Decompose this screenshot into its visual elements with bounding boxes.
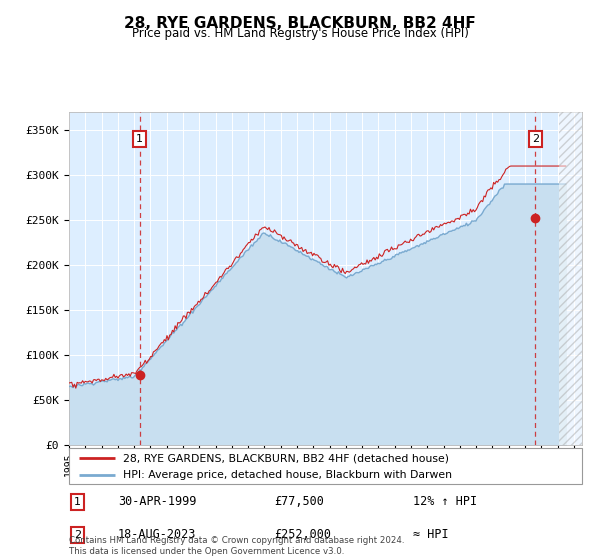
Text: ≈ HPI: ≈ HPI [413,528,448,542]
Text: HPI: Average price, detached house, Blackburn with Darwen: HPI: Average price, detached house, Blac… [123,470,452,480]
FancyBboxPatch shape [69,448,582,484]
Bar [559,108,582,445]
Text: Price paid vs. HM Land Registry's House Price Index (HPI): Price paid vs. HM Land Registry's House … [131,27,469,40]
Text: Contains HM Land Registry data © Crown copyright and database right 2024.
This d: Contains HM Land Registry data © Crown c… [69,536,404,556]
Text: 18-AUG-2023: 18-AUG-2023 [118,528,196,542]
Text: 30-APR-1999: 30-APR-1999 [118,495,196,508]
Text: 2: 2 [74,530,81,540]
Text: 28, RYE GARDENS, BLACKBURN, BB2 4HF (detached house): 28, RYE GARDENS, BLACKBURN, BB2 4HF (det… [123,453,449,463]
Text: £77,500: £77,500 [274,495,324,508]
Text: 1: 1 [136,134,143,144]
Text: £252,000: £252,000 [274,528,331,542]
Text: 1: 1 [74,497,81,507]
Text: 12% ↑ HPI: 12% ↑ HPI [413,495,477,508]
Text: 2: 2 [532,134,539,144]
Text: 28, RYE GARDENS, BLACKBURN, BB2 4HF: 28, RYE GARDENS, BLACKBURN, BB2 4HF [124,16,476,31]
